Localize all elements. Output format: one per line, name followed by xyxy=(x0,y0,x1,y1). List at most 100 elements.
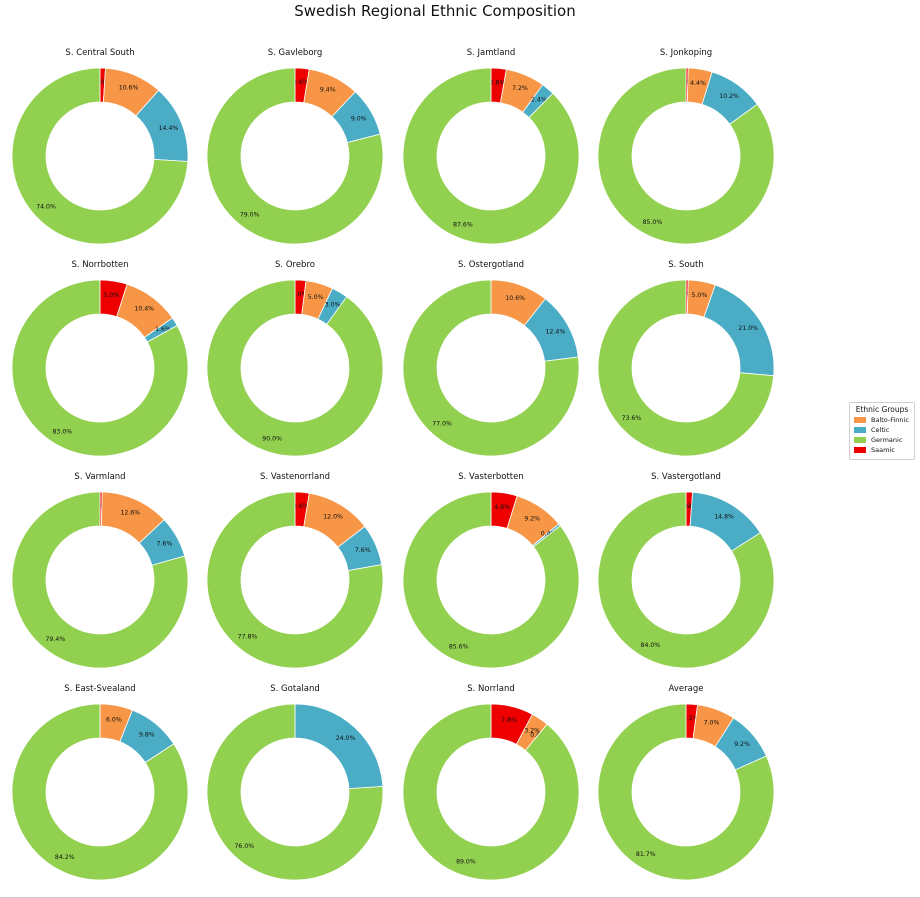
donut-chart: 7.8%3.2%0.0%89.0% xyxy=(402,703,580,881)
donut-chart: 2.0% 5.0%3.0% 90.0% xyxy=(206,279,384,457)
slice-label-germanic: 87.6% xyxy=(453,221,473,228)
panel-title: S. South xyxy=(668,260,704,270)
slice-label-balto-finnic: 10.6% xyxy=(505,295,525,302)
legend-swatch-saamic xyxy=(854,447,866,453)
slice-germanic xyxy=(402,67,580,245)
donut-panel-s-jonkoping: S. Jonkoping 0.4% 4.4% 10.2% 85.0% xyxy=(588,48,784,260)
slice-label-celtic: 7.6% xyxy=(157,541,173,548)
legend-swatch-celtic xyxy=(854,427,866,433)
donut-panel-s-varmland: S. Varmland 0.4% 12.6% 7.6% 79.4% xyxy=(2,472,198,684)
slice-germanic xyxy=(402,703,580,881)
slice-label-germanic: 85.6% xyxy=(449,644,469,651)
panel-title: S. Vastergotland xyxy=(651,472,721,482)
donut-panel-s-jamtland: S. Jamtland 2.8% 7.2% 2.4% 87.6% xyxy=(393,48,589,260)
slice-germanic xyxy=(11,279,189,457)
slice-label-balto-finnic: 9.4% xyxy=(320,87,336,94)
slice-germanic xyxy=(206,703,384,881)
donut-chart: 0.4%5.0% 21.0% 73.6% xyxy=(597,279,775,457)
slice-label-balto-finnic: 12.0% xyxy=(323,514,343,521)
slice-germanic xyxy=(597,703,775,881)
legend-swatch-balto-finnic xyxy=(854,417,866,423)
slice-label-balto-finnic: 6.0% xyxy=(106,716,122,723)
slice-label-germanic: 83.0% xyxy=(53,429,73,436)
slice-label-saamic: 2.1% xyxy=(683,715,699,722)
donut-chart: 2.6% 12.0% 7.6% 77.8% xyxy=(206,491,384,669)
slice-label-saamic: 2.0% xyxy=(292,291,308,298)
donut-panel-s-gotaland: S. Gotaland0.0%0.0%24.0%76.0% xyxy=(197,684,393,896)
donut-panel-s-orebro: S. Orebro 2.0% 5.0% 3.0% 90.0% xyxy=(197,260,393,472)
slice-label-saamic: 1.2% xyxy=(681,503,697,510)
slice-label-germanic: 79.0% xyxy=(240,211,260,218)
slice-label-germanic: 73.6% xyxy=(622,415,642,422)
slice-label-saamic: 7.8% xyxy=(501,717,517,724)
legend: Ethnic Groups Balto-Finnic Celtic German… xyxy=(849,402,915,460)
slice-label-germanic: 90.0% xyxy=(262,435,282,442)
slice-germanic xyxy=(11,703,189,881)
slice-label-germanic: 77.8% xyxy=(238,634,258,641)
slice-label-celtic: 9.2% xyxy=(734,741,750,748)
donut-panel-average: Average 2.1% 7.0% 9.2% 81.7% xyxy=(588,684,784,896)
slice-label-celtic: 9.8% xyxy=(139,732,155,739)
slice-label-germanic: 77.0% xyxy=(432,421,452,428)
slice-label-celtic: 21.0% xyxy=(738,325,758,332)
slice-label-celtic: 14.8% xyxy=(714,514,734,521)
slice-germanic xyxy=(11,491,189,669)
donut-chart: 0.0%10.6%12.4%77.0% xyxy=(402,279,580,457)
panel-title: S. Gotaland xyxy=(270,684,320,694)
donut-chart: 1.2%0.0%14.8%84.0% xyxy=(597,491,775,669)
panel-title: S. Norrbotten xyxy=(71,260,129,270)
donut-chart: 0.0%6.0%9.8%84.2% xyxy=(11,703,189,881)
panel-title: S. Norrland xyxy=(467,684,515,694)
donut-chart: 2.1% 7.0% 9.2% 81.7% xyxy=(597,703,775,881)
donut-panel-s-norrland: S. Norrland 7.8%3.2%0.0%89.0% xyxy=(393,684,589,896)
slice-label-saamic: 5.0% xyxy=(104,292,120,299)
legend-swatch-germanic xyxy=(854,437,866,443)
legend-item-saamic: Saamic xyxy=(854,446,914,454)
slice-germanic xyxy=(206,491,384,669)
panel-title: S. Ostergotland xyxy=(457,260,525,270)
slice-label-celtic: 10.2% xyxy=(719,93,739,100)
slice-label-balto-finnic: 5.0% xyxy=(692,292,708,299)
panel-title: S. Central South xyxy=(65,48,135,58)
donut-panel-s-gavleborg: S. Gavleborg 2.6% 9.4% 9.0% 79.0% xyxy=(197,48,393,260)
slice-label-celtic: 12.4% xyxy=(546,329,566,336)
panel-title: S. Jamtland xyxy=(466,48,516,58)
slice-label-balto-finnic: 4.4% xyxy=(690,80,706,87)
slice-label-celtic: 9.0% xyxy=(351,115,367,122)
donut-chart: 0.4% 12.6% 7.6% 79.4% xyxy=(11,491,189,669)
slice-label-balto-finnic: 7.2% xyxy=(512,85,528,92)
panel-title: S. Varmland xyxy=(74,472,126,482)
donut-panel-s-vasterbotten: S. Vasterbotten 4.8% 9.2% 0.4% 85.6% xyxy=(393,472,589,684)
slice-germanic xyxy=(597,279,775,457)
legend-label: Saamic xyxy=(871,446,895,454)
donut-chart: 2.6% 9.4% 9.0% 79.0% xyxy=(206,67,384,245)
slice-label-germanic: 84.2% xyxy=(55,854,75,861)
slice-label-saamic: 2.6% xyxy=(293,79,309,86)
legend-title: Ethnic Groups xyxy=(855,405,909,414)
legend-item-germanic: Germanic xyxy=(854,436,914,444)
legend-label: Germanic xyxy=(871,436,903,444)
slice-label-saamic: 0.4% xyxy=(679,79,695,86)
slice-label-celtic: 2.4% xyxy=(531,97,547,104)
slice-label-celtic: 14.4% xyxy=(159,125,179,132)
slice-label-germanic: 89.0% xyxy=(456,859,476,866)
donut-chart: 1.0% 10.6% 14.4% 74.0% xyxy=(11,67,189,245)
panel-title: S. Jonkoping xyxy=(659,48,713,58)
slice-label-saamic: 0.4% xyxy=(93,503,109,510)
chart-title: Swedish Regional Ethnic Composition xyxy=(294,2,576,20)
donut-chart: 2.8% 7.2%2.4% 87.6% xyxy=(402,67,580,245)
slice-germanic xyxy=(206,67,384,245)
slice-label-germanic: 85.0% xyxy=(643,219,663,226)
slice-label-saamic: 2.6% xyxy=(293,503,309,510)
slice-germanic xyxy=(206,279,384,457)
donut-chart: 5.0% 10.4% 1.6% 83.0% xyxy=(11,279,189,457)
slice-label-celtic: 1.6% xyxy=(155,326,171,333)
slice-label-saamic: 1.0% xyxy=(94,79,110,86)
donut-panel-s-south: S. South 0.4% 5.0% 21.0% 73.6% xyxy=(588,260,784,472)
slice-label-saamic: 2.8% xyxy=(490,79,506,86)
donut-panel-s-ostergotland: S. Ostergotland0.0%10.6%12.4%77.0% xyxy=(393,260,589,472)
slice-celtic xyxy=(294,703,384,790)
slice-label-balto-finnic: 10.6% xyxy=(119,85,139,92)
slice-label-saamic: 4.8% xyxy=(494,504,510,511)
